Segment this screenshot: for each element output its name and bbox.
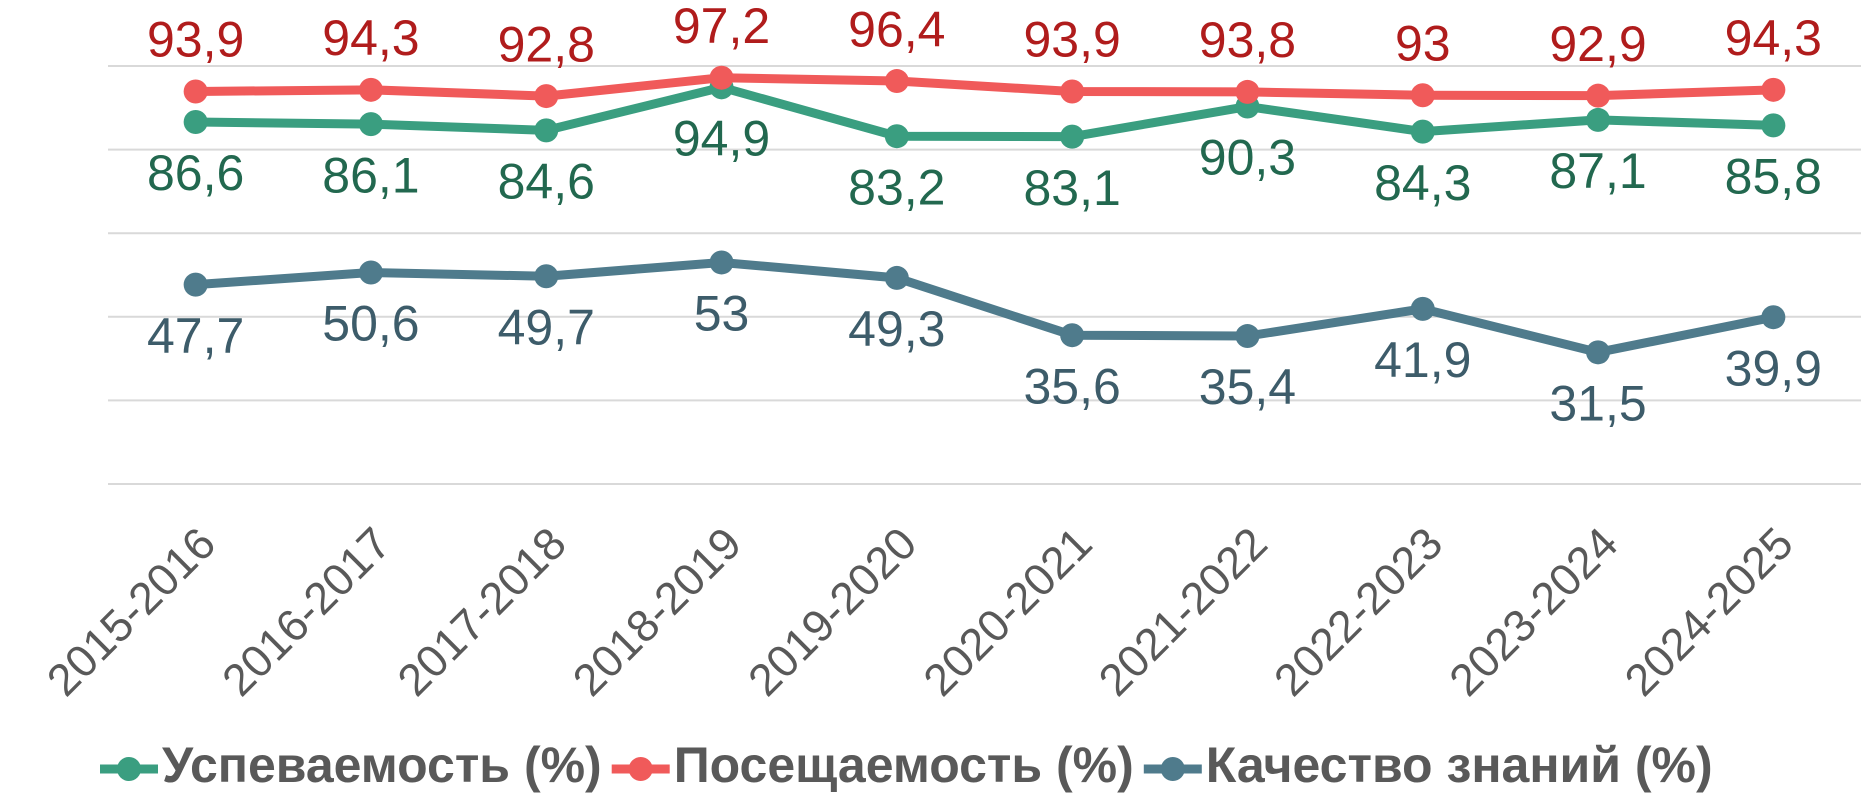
data-label: 84,3 — [1374, 155, 1471, 211]
data-label: 47,7 — [147, 308, 244, 364]
x-tick-label: 2019-2020 — [738, 517, 926, 705]
point — [1410, 296, 1435, 321]
point — [1060, 124, 1085, 149]
point — [534, 118, 559, 143]
point — [1235, 324, 1260, 349]
point — [534, 84, 559, 109]
data-label: 94,3 — [322, 10, 419, 66]
point — [1586, 340, 1611, 365]
data-label: 84,6 — [498, 154, 595, 210]
data-label: 93,9 — [147, 12, 244, 68]
x-tick-label: 2017-2018 — [387, 517, 575, 705]
data-label: 93,8 — [1199, 12, 1296, 68]
data-label: 50,6 — [322, 296, 419, 352]
legend-label: Качество знаний (%) — [1206, 737, 1713, 793]
point — [183, 272, 208, 297]
data-label: 49,7 — [498, 299, 595, 355]
data-label: 92,9 — [1549, 16, 1646, 72]
point — [884, 265, 909, 290]
point — [1410, 119, 1435, 144]
legend-item: Качество знаний (%) — [1143, 737, 1713, 793]
data-label: 86,6 — [147, 145, 244, 201]
x-tick-label: 2016-2017 — [212, 517, 400, 705]
point — [1410, 83, 1435, 108]
point — [884, 124, 909, 149]
data-label: 86,1 — [322, 147, 419, 203]
point — [534, 264, 559, 289]
data-label: 83,2 — [848, 159, 945, 215]
data-label: 93 — [1395, 15, 1451, 71]
data-label: 92,8 — [498, 16, 595, 72]
data-label: 93,9 — [1023, 12, 1120, 68]
point — [358, 260, 383, 285]
point — [183, 79, 208, 104]
data-label: 94,9 — [673, 111, 770, 167]
data-label: 96,4 — [848, 1, 945, 57]
point — [1235, 79, 1260, 104]
x-tick-label: 2021-2022 — [1089, 517, 1277, 705]
data-label: 49,3 — [848, 301, 945, 357]
data-label: 87,1 — [1549, 143, 1646, 199]
series-line — [195, 73, 1774, 101]
point — [358, 77, 383, 102]
legend-label: Успеваемость (%) — [162, 737, 602, 793]
point — [1586, 107, 1611, 132]
point — [183, 110, 208, 135]
point — [1761, 305, 1786, 330]
data-label: 41,9 — [1374, 332, 1471, 388]
legend-marker — [628, 757, 653, 781]
data-label: 94,3 — [1725, 10, 1822, 66]
x-tick-label: 2022-2023 — [1264, 517, 1452, 705]
legend-marker — [117, 757, 141, 781]
x-tick-label: 2023-2024 — [1439, 517, 1627, 705]
data-label: 31,5 — [1549, 376, 1646, 432]
x-tick-label: 2020-2021 — [913, 517, 1101, 705]
x-tick-label: 2018-2019 — [563, 517, 751, 705]
point — [709, 65, 734, 90]
point — [1060, 79, 1085, 104]
data-label: 35,6 — [1023, 358, 1120, 414]
series-line — [195, 257, 1775, 357]
data-label: 53 — [694, 286, 750, 342]
legend-label: Посещаемость (%) — [674, 737, 1134, 793]
data-label: 85,8 — [1725, 149, 1822, 205]
data-label: 90,3 — [1199, 130, 1296, 186]
point — [1761, 77, 1786, 102]
data-label: 83,1 — [1023, 160, 1120, 216]
point — [358, 112, 383, 137]
point — [1586, 83, 1611, 108]
x-tick-label: 2024-2025 — [1615, 517, 1803, 705]
legend-marker — [1160, 757, 1185, 781]
x-tick-label: 2015-2016 — [37, 517, 225, 705]
legend-item: Успеваемость (%) — [100, 737, 602, 793]
data-label: 97,2 — [673, 0, 770, 54]
point — [884, 69, 909, 94]
data-label: 39,9 — [1725, 340, 1822, 396]
legend-item: Посещаемость (%) — [611, 737, 1134, 793]
data-label: 35,4 — [1199, 359, 1296, 415]
point — [709, 250, 734, 275]
point — [1060, 323, 1085, 348]
point — [1761, 113, 1786, 138]
series-line — [195, 82, 1774, 142]
